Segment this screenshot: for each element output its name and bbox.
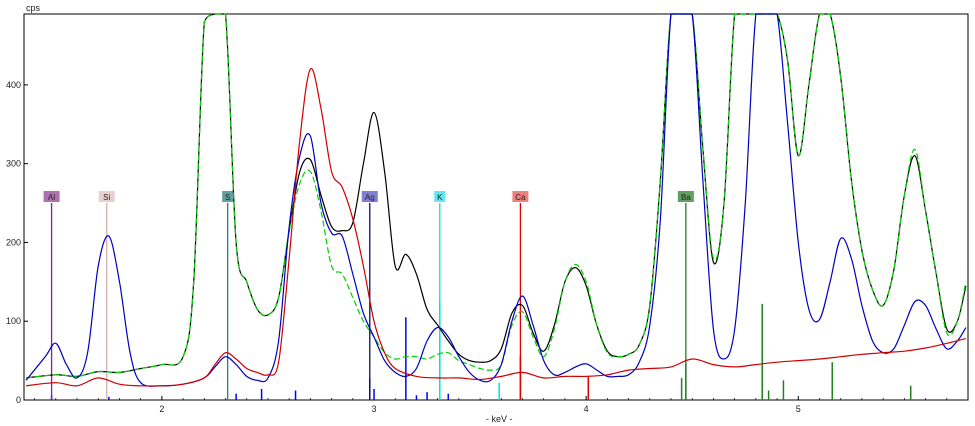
axes: cps - keV - (23, 3, 969, 424)
x-tick-label: 5 (796, 404, 801, 414)
element-label: K (437, 193, 443, 202)
series-line-3 (26, 68, 967, 387)
x-tick-label: 3 (372, 404, 377, 414)
element-label-box (434, 191, 446, 202)
series-lines (25, 13, 967, 387)
element-label: Al (48, 193, 55, 202)
series-line-0 (26, 13, 967, 379)
y-tick-label: 300 (6, 159, 21, 169)
element-label: S (225, 193, 230, 202)
element-label: Si (103, 193, 110, 202)
plot-frame (23, 13, 969, 401)
x-tick-label: 2 (159, 404, 164, 414)
series-line-2 (25, 13, 967, 387)
x-axis-label: - keV - (486, 414, 513, 424)
y-ticks: 0 100 200 300 400 (6, 80, 28, 405)
element-label: Ag (365, 193, 375, 202)
y-axis-label: cps (26, 3, 41, 13)
series-line-1 (26, 13, 967, 379)
y-tick-label: 0 (16, 395, 21, 405)
element-label-box (512, 191, 529, 202)
element-label-box (43, 191, 60, 202)
element-markers: Al Si S Ag K Ca Ba (43, 191, 694, 400)
y-tick-label: 400 (6, 80, 21, 90)
y-tick-label: 100 (6, 316, 21, 326)
element-label-box (677, 191, 694, 202)
element-label: Ba (681, 193, 691, 202)
y-tick-label: 200 (6, 237, 21, 247)
element-label-box (222, 191, 234, 202)
element-label: Ca (515, 193, 526, 202)
element-label-box (98, 191, 115, 202)
x-tick-label: 4 (584, 404, 589, 414)
element-label-box (361, 191, 378, 202)
x-ticks: 2 3 4 5 (34, 396, 969, 414)
